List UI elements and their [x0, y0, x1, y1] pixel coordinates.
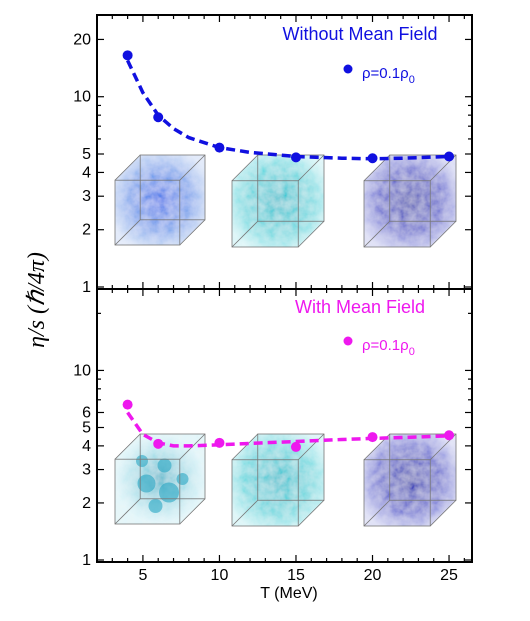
cyan-cloud-cube [231, 433, 325, 527]
data-point [290, 152, 301, 163]
y-tick-label: 4 [82, 164, 91, 181]
y-tick-label: 2 [82, 495, 91, 512]
x-ticks [111, 15, 465, 289]
x-ticks [111, 289, 465, 562]
legend-marker [343, 64, 353, 74]
y-tick-label: 10 [73, 89, 91, 106]
panel-title: With Mean Field [295, 297, 425, 317]
data-point [444, 151, 455, 162]
legend-label-subscript: 0 [409, 346, 415, 358]
blue-cloud-cube [114, 154, 206, 246]
data-point [444, 430, 455, 441]
legend-label-subscript: 0 [409, 74, 415, 86]
panel-frame [96, 288, 473, 563]
y-tick-label: 1 [82, 552, 91, 569]
data-point [214, 437, 225, 448]
y-tick-label: 6 [82, 404, 91, 421]
panel-frame [96, 14, 473, 290]
data-point [367, 432, 378, 443]
x-tick-label: 5 [138, 567, 147, 584]
legend-marker [343, 336, 353, 346]
fit-curve [126, 59, 450, 161]
clustered-cyan-cube [114, 433, 206, 525]
data-point [122, 50, 133, 61]
insets [114, 433, 457, 527]
legend-label-main: ρ=0.1ρ [362, 65, 409, 82]
y-tick-label: 1 [82, 279, 91, 296]
data-point [214, 142, 225, 153]
panel-without-mean-field: 1 2 3 45 10 20 Without Mean Field ρ=0.1ρ0 [73, 14, 473, 296]
legend-label: ρ=0.1ρ0 [362, 337, 415, 358]
x-tick-label: 25 [440, 567, 458, 584]
data-point [153, 438, 164, 449]
data-point [367, 153, 378, 164]
y-tick-label: 5 [82, 420, 91, 437]
dark-blue-cloud-cube [363, 433, 457, 527]
x-tick-label: 20 [364, 567, 382, 584]
y-tick-label: 3 [82, 188, 91, 205]
y-tick-label: 3 [82, 462, 91, 479]
dark-blue-cloud-cube [363, 154, 457, 248]
panel-title: Without Mean Field [282, 24, 437, 44]
legend-label-main: ρ=0.1ρ [362, 337, 409, 354]
data-point [290, 441, 301, 452]
y-tick-label: 5 [82, 146, 91, 163]
insets [114, 154, 457, 248]
data-points [122, 399, 455, 452]
x-tick-label: 15 [287, 567, 305, 584]
y-axis-label: η/s (ℏ/4π) [24, 252, 50, 348]
data-point [122, 399, 133, 410]
cyan-cloud-cube [231, 154, 325, 248]
panel-with-mean-field: 1 2 3 456 10 With Mean Field ρ=0.1ρ0 [73, 288, 473, 569]
y-ticks: 1 2 3 456 10 [73, 312, 472, 569]
y-tick-label: 2 [82, 222, 91, 239]
x-axis-label: T (MeV) [260, 585, 317, 602]
y-tick-label: 10 [73, 362, 91, 379]
legend-label: ρ=0.1ρ0 [362, 65, 415, 86]
x-tick-label: 10 [211, 567, 229, 584]
y-tick-label: 20 [73, 31, 91, 48]
x-tick-labels: 5 10 15 20 25 [138, 567, 458, 584]
y-tick-label: 4 [82, 438, 91, 455]
y-ticks: 1 2 3 45 10 20 [73, 31, 472, 296]
data-points [122, 50, 455, 164]
data-point [153, 112, 164, 123]
